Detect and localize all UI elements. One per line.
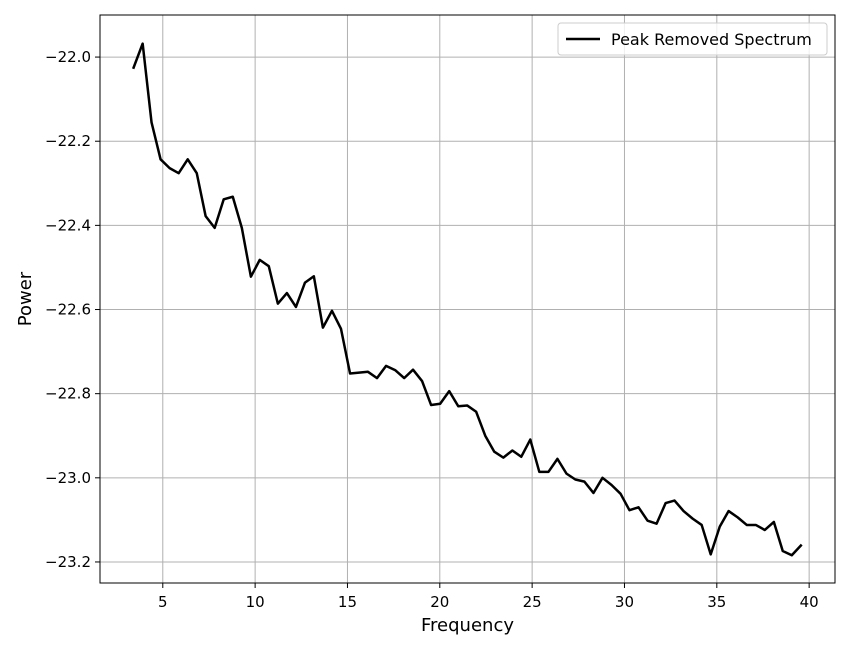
- y-tick-label: −22.0: [45, 48, 91, 66]
- x-tick-label: 35: [707, 593, 726, 611]
- y-tick-label: −22.2: [45, 132, 91, 150]
- series-layer: [131, 42, 803, 557]
- plot-area-frame: [99, 14, 836, 584]
- x-tick-label: 30: [615, 593, 634, 611]
- ticks: 5 10 15 20 25 30 35 40 −22.0 −22.2 −22.4 −22.6 −22.8…: [45, 48, 819, 611]
- legend: Peak Removed Spectrum: [557, 22, 828, 56]
- y-axis-label: Power: [15, 271, 36, 326]
- y-tick-label: −22.6: [45, 301, 91, 319]
- x-tick-label: 20: [430, 593, 449, 611]
- x-tick-label: 5: [158, 593, 168, 611]
- y-tick-label: −22.4: [45, 216, 91, 234]
- legend-box: [557, 22, 828, 56]
- grid: [100, 15, 835, 583]
- x-tick-label: 40: [800, 593, 819, 611]
- x-tick-label: 10: [246, 593, 265, 611]
- y-tick-label: −23.0: [45, 469, 91, 487]
- series-line-peak-removed-spectrum: [131, 42, 803, 557]
- legend-label-peak-removed-spectrum: Peak Removed Spectrum: [611, 30, 812, 49]
- x-axis-label: Frequency: [421, 615, 514, 636]
- y-tick-label: −23.2: [45, 553, 91, 571]
- y-tick-label: −22.8: [45, 385, 91, 403]
- x-tick-label: 15: [338, 593, 357, 611]
- x-tick-label: 25: [523, 593, 542, 611]
